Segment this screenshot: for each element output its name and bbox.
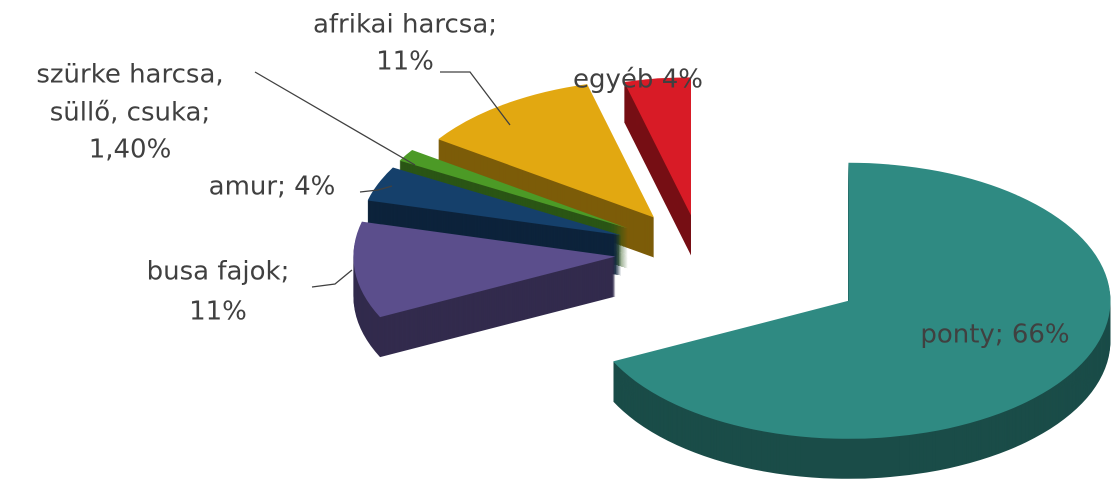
data-label: amur; 4% [209, 172, 336, 202]
data-label: 11% [189, 297, 247, 327]
slice [613, 162, 1111, 479]
slice-top [624, 77, 691, 216]
leader-line [440, 71, 511, 126]
data-label: szürke harcsa, [36, 60, 223, 90]
data-label: süllő, csuka; [50, 98, 211, 128]
leader-line [311, 269, 353, 288]
slice-top [613, 162, 1111, 439]
leader-line [254, 71, 416, 166]
slice-top [353, 221, 616, 318]
slice-top [367, 167, 622, 236]
slice [367, 167, 622, 276]
data-label: afrikai harcsa; [313, 10, 497, 40]
data-label: 1,40% [89, 135, 172, 165]
data-label: egyéb 4% [573, 65, 703, 95]
data-label: 11% [376, 47, 434, 77]
data-label: busa fajok; [147, 257, 290, 287]
slice-top [399, 150, 628, 229]
slice [438, 84, 654, 258]
slice [624, 77, 691, 256]
slice [353, 221, 616, 358]
slice-top [438, 84, 654, 218]
data-label: ponty; 66% [920, 320, 1069, 350]
leader-line [359, 185, 393, 193]
